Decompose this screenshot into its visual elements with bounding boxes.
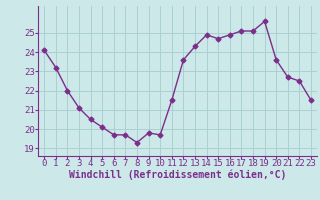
X-axis label: Windchill (Refroidissement éolien,°C): Windchill (Refroidissement éolien,°C) — [69, 170, 286, 180]
